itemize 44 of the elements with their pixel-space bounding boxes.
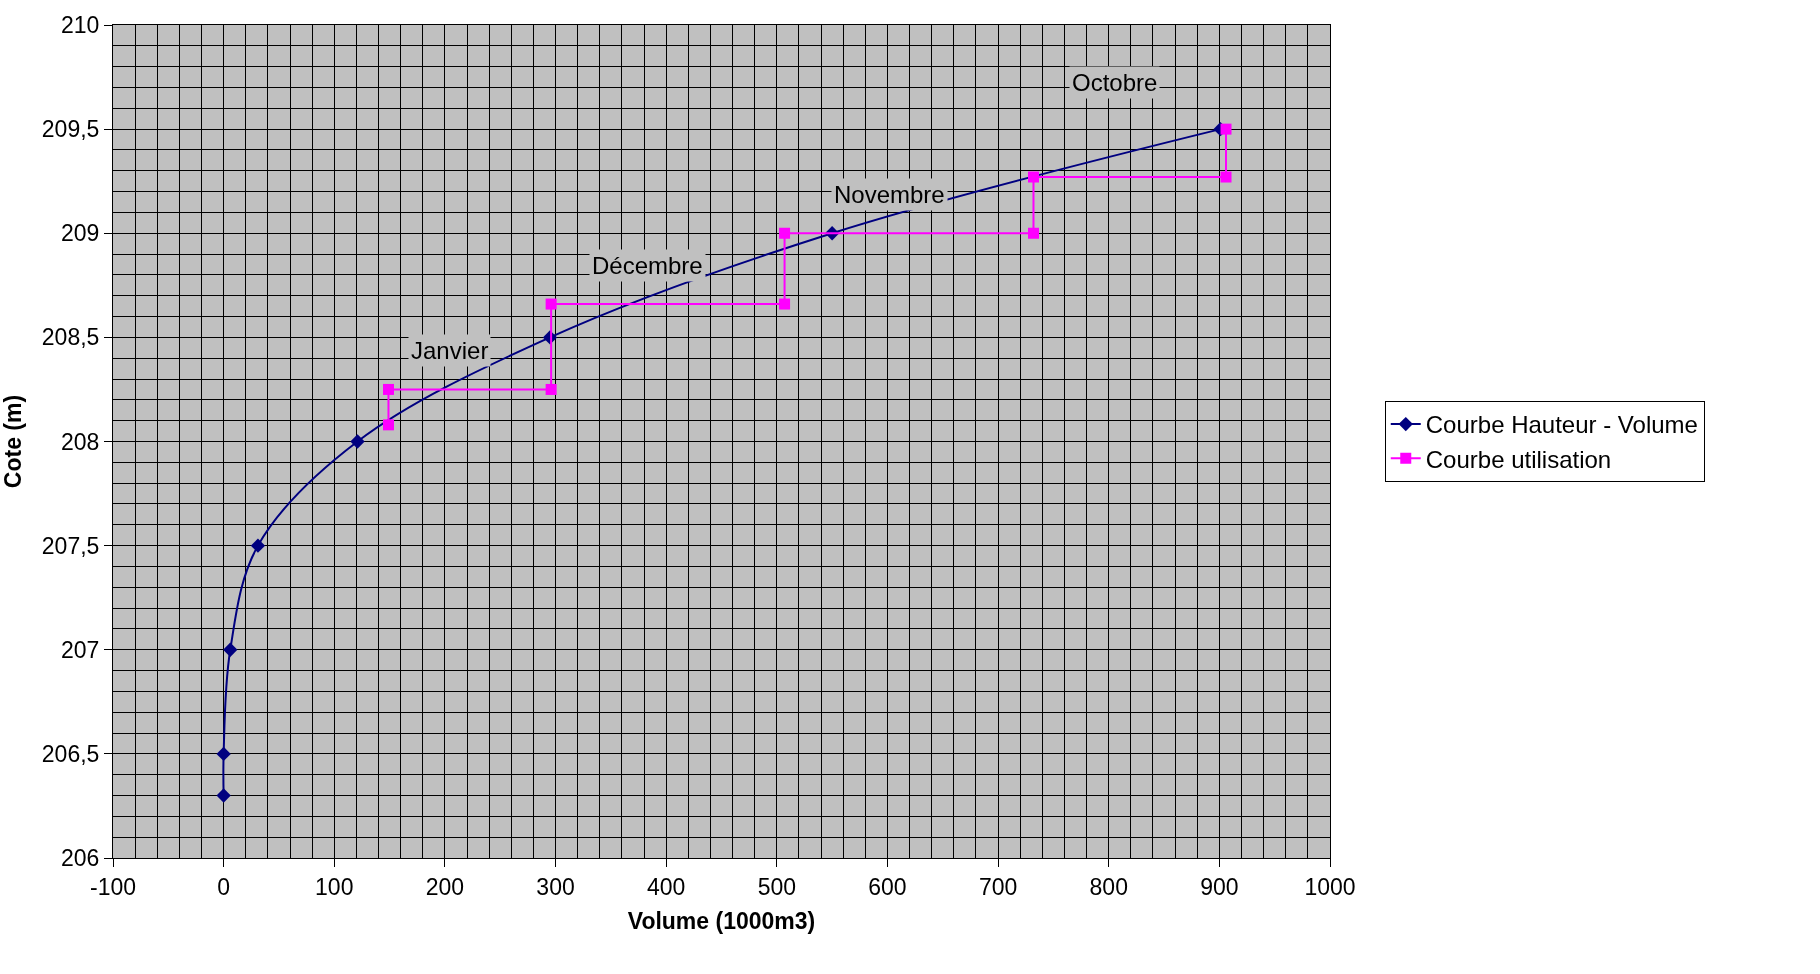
x-tick-label: 800 [1089,873,1128,900]
y-tick-label: 206 [61,845,100,872]
y-tick-label: 207,5 [41,532,100,559]
point [350,434,365,449]
annotation: Octobre [1072,69,1158,96]
y-tick-label: 208 [61,428,100,455]
point [779,227,791,239]
point [382,383,394,395]
x-tick-label: -100 [89,873,137,900]
annotation: Décembre [592,252,703,279]
point [545,383,557,395]
point [250,538,266,553]
x-tick-label: 400 [646,873,686,900]
point [1220,171,1232,183]
x-tick-label: 900 [1200,873,1239,900]
point [545,298,557,310]
y-tick-label: 208,5 [41,324,100,351]
x-tick-label: 100 [315,873,354,900]
x-tick-label: 200 [425,873,465,900]
y-tick-label: 210 [61,12,100,39]
point [779,298,791,310]
y-tick-label: 207 [61,636,100,663]
x-tick-label: 1000 [1304,873,1356,900]
legend-label: Courbe utilisation [1425,445,1612,473]
point [382,419,394,431]
y-tick-label: 206,5 [41,740,100,767]
point [216,788,231,803]
y-tick-label: 209,5 [41,116,100,143]
legend-label: Courbe Hauteur - Volume [1425,411,1698,439]
point [1220,123,1232,135]
x-tick-label: 700 [978,873,1018,900]
x-tick-label: 300 [536,873,575,900]
x-tick-label: 600 [868,873,907,900]
point [1027,227,1039,239]
annotation: Novembre [834,181,945,208]
point [1027,171,1039,183]
point [216,746,231,762]
x-tick-label: 0 [217,873,231,900]
y-tick-label: 209 [61,220,100,247]
point [223,642,238,657]
annotation: Janvier [411,337,489,364]
y-axis-title: Cote (m) [0,394,26,489]
x-axis-title: Volume (1000m3) [627,908,816,935]
x-tick-label: 500 [757,873,797,900]
